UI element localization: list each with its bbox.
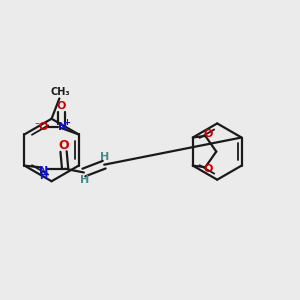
Text: ⁻: ⁻ — [35, 122, 40, 132]
Text: H: H — [80, 175, 89, 185]
Text: O: O — [39, 122, 48, 132]
Text: N: N — [58, 122, 67, 132]
Text: O: O — [204, 164, 213, 174]
Text: CH₃: CH₃ — [51, 87, 70, 97]
Text: O: O — [58, 139, 69, 152]
Text: H: H — [100, 152, 110, 162]
Text: O: O — [57, 101, 66, 111]
Text: +: + — [64, 118, 70, 127]
Text: O: O — [204, 129, 213, 139]
Text: H: H — [40, 171, 48, 181]
Text: N: N — [39, 166, 48, 176]
